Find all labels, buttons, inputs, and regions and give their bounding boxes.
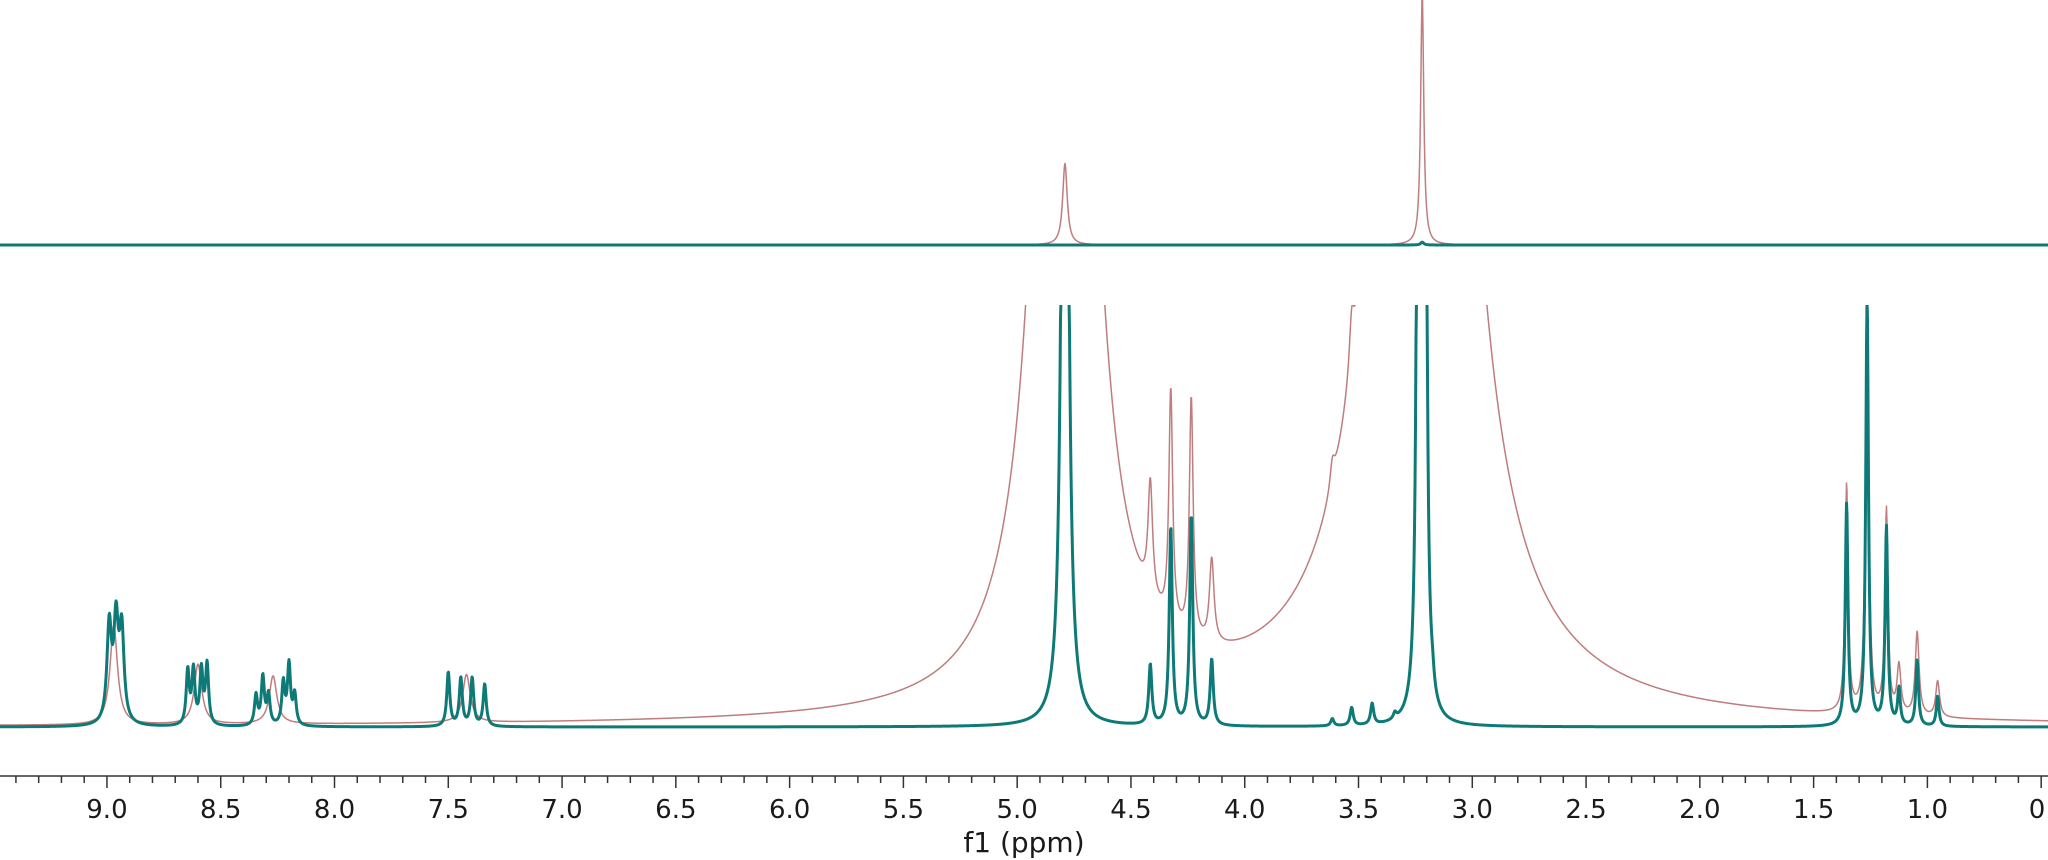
x-tick-label: 8.5 (200, 795, 241, 825)
x-tick-label: 2.5 (1565, 795, 1606, 825)
x-axis: 9.0 8.5 8.0 7.5 7.0 6.5 6.0 5.5 5.0 4.5 4.0 3.5 3.0 2… (0, 775, 2048, 859)
x-tick-label: 6.5 (655, 795, 696, 825)
x-tick-label: 6.0 (769, 795, 810, 825)
spectrum-trace-rose (0, 0, 2048, 246)
x-tick-label: 4.0 (1224, 795, 1265, 825)
spectrum-trace-teal (0, 240, 2048, 247)
x-tick-label: 4.5 (1110, 795, 1151, 825)
x-tick-label: 1.5 (1793, 795, 1834, 825)
top-spectrum-panel (0, 0, 2048, 247)
x-tick-label: 3.5 (1338, 795, 1379, 825)
x-tick-label: 5.5 (883, 795, 924, 825)
x-axis-ticks: 9.0 8.5 8.0 7.5 7.0 6.5 6.0 5.5 5.0 4.5 4.0 3.5 3.0 2… (15, 776, 2048, 825)
spectrum-trace-rose (0, 305, 2048, 726)
x-tick-label: 7.5 (428, 795, 469, 825)
x-tick-label: 2.0 (1679, 795, 1720, 825)
x-tick-label: 8.0 (314, 795, 355, 825)
x-tick-label: 7.0 (541, 795, 582, 825)
x-tick-label: 1.0 (1907, 795, 1948, 825)
x-tick-label: 5.0 (996, 795, 1037, 825)
zoomed-spectrum-panel (0, 305, 2048, 729)
spectrum-trace-teal (0, 305, 2048, 729)
x-tick-label: 0. (2029, 795, 2048, 825)
x-tick-label: 9.0 (86, 795, 127, 825)
x-tick-label: 3.0 (1452, 795, 1493, 825)
x-axis-title: f1 (ppm) (963, 826, 1084, 859)
